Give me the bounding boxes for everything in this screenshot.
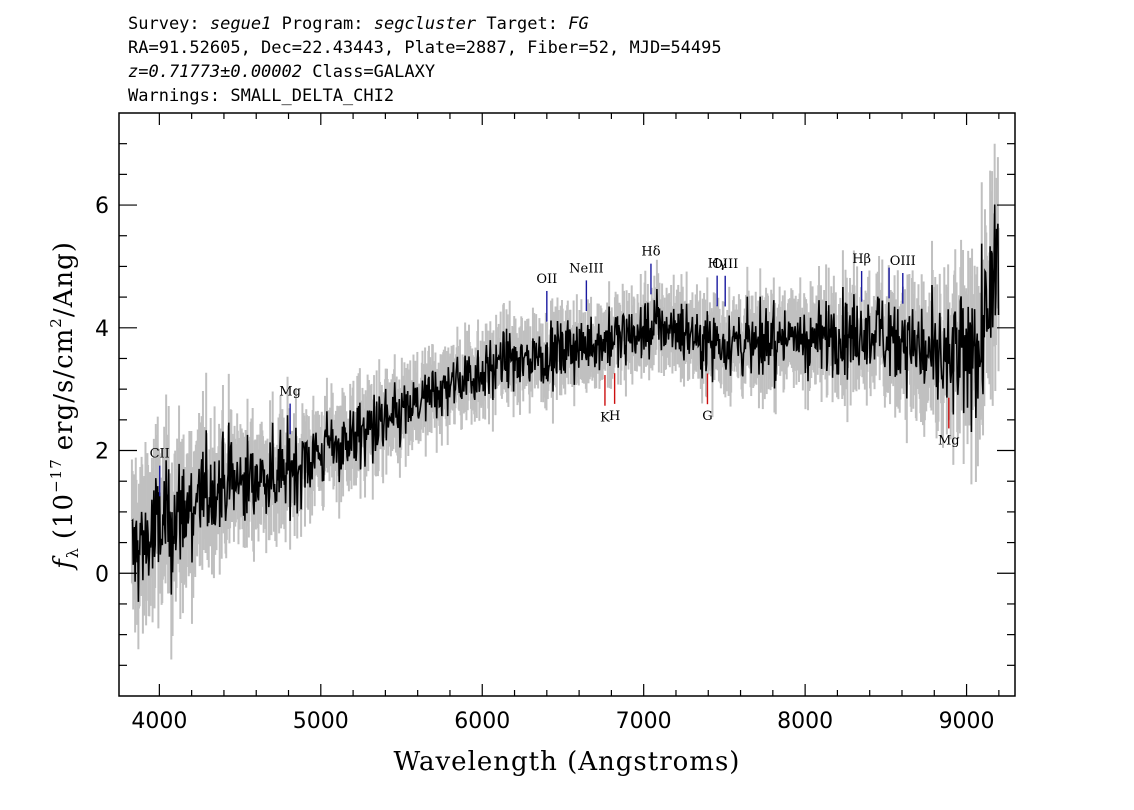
y-axis-label-sub: λ — [63, 547, 82, 558]
x-tick-label: 8000 — [777, 709, 833, 734]
header-line-redshift: z=0.71773±0.00002 Class=GALAXY — [128, 60, 722, 84]
program-value: segcluster — [373, 14, 477, 34]
y-axis-label-f: f — [49, 555, 79, 571]
x-tick-label: 9000 — [939, 709, 995, 734]
y-axis-label: fλ (10−17 erg/s/cm2/Ang) — [47, 241, 82, 571]
header-line-coords: RA=91.52605, Dec=22.43443, Plate=2887, F… — [128, 38, 722, 58]
y-tick-label: 2 — [95, 440, 109, 465]
y-tick-label: 6 — [95, 194, 109, 219]
x-axis-label: Wavelength (Angstroms) — [394, 747, 741, 777]
absorption-line-label: K — [600, 411, 610, 426]
y-axis-label-sq: 2 — [47, 317, 65, 328]
emission-line-label: NeIII — [569, 261, 603, 276]
x-tick-label: 6000 — [454, 709, 510, 734]
emission-line-label: Hβ — [852, 252, 871, 267]
spectrum-header: Survey: segue1 Program: segcluster Targe… — [128, 12, 722, 108]
x-tick-label: 4000 — [131, 709, 187, 734]
error-band — [130, 143, 1000, 660]
class-value: Class=GALAXY — [312, 62, 436, 82]
flux-line — [131, 204, 1000, 602]
emission-line-label: Hγ — [708, 257, 727, 272]
x-tick-label: 5000 — [293, 709, 349, 734]
header-line-survey: Survey: segue1 Program: segcluster Targe… — [128, 12, 722, 36]
emission-line-label: OII — [536, 272, 557, 287]
plot-frame — [118, 112, 1016, 697]
survey-label: Survey: — [128, 14, 200, 34]
header-line-warnings: Warnings: SMALL_DELTA_CHI2 — [128, 86, 395, 106]
emission-line-label: OIII — [890, 254, 916, 269]
emission-line-label: Mg — [279, 385, 301, 400]
y-tick-label: 4 — [95, 317, 109, 342]
absorption-line-label: Mg — [938, 433, 960, 448]
y-axis-label-end: /Ang) — [49, 241, 79, 317]
flux-series — [131, 204, 1000, 602]
y-axis-label-exp: −17 — [47, 458, 65, 493]
target-value: FG — [568, 14, 589, 34]
redshift-value: z=0.71773±0.00002 — [128, 62, 302, 82]
emission-line-label: OIII — [712, 257, 738, 272]
program-label: Program: — [281, 14, 364, 34]
axis-ticks: 4000 5000 6000 7000 8000 9000 0 2 4 6 — [95, 113, 1015, 734]
absorption-line-label: H — [609, 409, 620, 424]
y-axis-label-paren: (10 — [49, 493, 79, 539]
target-label: Target: — [486, 14, 558, 34]
emission-line-label: CII — [150, 447, 170, 462]
y-tick-label: 0 — [95, 562, 109, 587]
absorption-line-label: G — [702, 409, 712, 424]
survey-value: segue1 — [209, 14, 272, 34]
emission-line-label: Hδ — [641, 245, 660, 260]
x-tick-label: 7000 — [616, 709, 672, 734]
y-axis-label-units: erg/s/cm — [49, 328, 79, 451]
